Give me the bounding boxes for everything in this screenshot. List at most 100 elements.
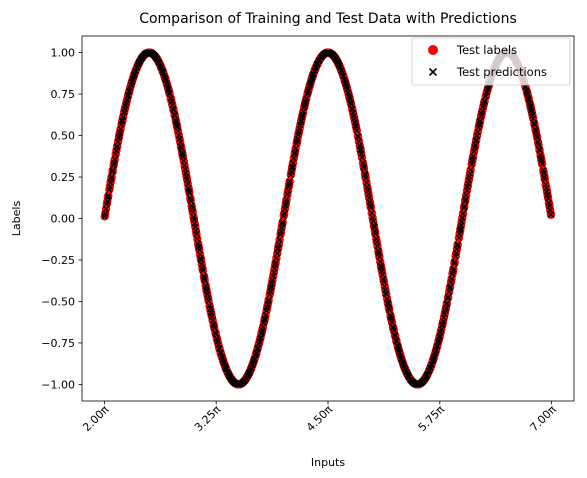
test-prediction-point (430, 354, 437, 362)
y-tick-label: −0.75 (41, 337, 75, 350)
test-prediction-point (118, 118, 126, 125)
x-tick-label: 4.50π (304, 403, 335, 434)
test-prediction-point (451, 260, 458, 267)
legend-entry-test-predictions: Test predictions (456, 65, 547, 79)
test-prediction-point (370, 221, 378, 229)
test-prediction-point (476, 118, 484, 126)
test-prediction-point (109, 168, 116, 176)
test-prediction-point (256, 335, 264, 343)
test-prediction-point (461, 202, 468, 210)
test-prediction-point (111, 156, 118, 163)
test-prediction-point (459, 210, 467, 217)
test-prediction-point (301, 99, 309, 107)
test-prediction-point (398, 355, 405, 362)
y-axis-label: Labels (10, 201, 23, 237)
test-prediction-point (105, 192, 112, 199)
test-prediction-point (306, 81, 314, 89)
test-prediction-point (246, 368, 253, 376)
legend-marker-test-predictions (428, 67, 438, 77)
test-prediction-point (101, 210, 109, 217)
test-prediction-point (113, 144, 121, 151)
test-prediction-point (461, 198, 469, 205)
test-prediction-point (220, 360, 228, 367)
test-prediction-point (279, 218, 286, 226)
y-tick-label: −0.50 (41, 295, 75, 308)
legend-entry-test-labels: Test labels (456, 43, 517, 57)
test-prediction-point (536, 146, 543, 153)
test-prediction-point (456, 227, 464, 235)
test-prediction-point (443, 301, 450, 308)
test-prediction-point (292, 145, 299, 152)
x-axis-label: Inputs (311, 456, 345, 469)
test-prediction-point (530, 119, 538, 127)
test-prediction-point (336, 62, 343, 70)
test-prediction-point (104, 194, 112, 201)
test-prediction-point (162, 75, 169, 83)
test-prediction-point (205, 297, 212, 304)
test-prediction-point (435, 338, 442, 346)
test-prediction-point (189, 208, 196, 216)
test-prediction-point (169, 105, 177, 112)
test-prediction-point (449, 268, 457, 275)
test-prediction-point (532, 125, 539, 133)
test-prediction-point (173, 121, 181, 129)
y-tick-label: 0.75 (51, 88, 76, 101)
legend-marker-test-labels (428, 45, 438, 55)
test-prediction-point (185, 187, 193, 195)
test-prediction-point (259, 323, 267, 331)
test-prediction-point (210, 322, 218, 329)
test-prediction-point (368, 209, 375, 217)
test-prediction-point (444, 293, 452, 301)
test-prediction-point (460, 204, 468, 212)
test-prediction-point (451, 258, 458, 265)
test-prediction-point (446, 283, 454, 290)
test-prediction-point (276, 236, 283, 244)
test-prediction-point (472, 137, 480, 145)
test-prediction-point (193, 230, 200, 237)
test-prediction-point (172, 116, 179, 124)
test-prediction-point (249, 360, 257, 367)
test-prediction-point (272, 261, 279, 268)
test-prediction-point (377, 262, 385, 269)
test-prediction-point (358, 154, 366, 161)
test-prediction-point (265, 298, 272, 305)
test-prediction-point (450, 265, 457, 273)
test-prediction-point (261, 316, 268, 324)
test-prediction-point (471, 144, 479, 151)
test-prediction-point (448, 275, 455, 283)
test-prediction-point (171, 111, 178, 118)
test-prediction-point (482, 92, 490, 99)
test-prediction-point (444, 294, 452, 302)
x-axis: 2.00π 3.25π 4.50π 5.75π 7.00π (80, 401, 559, 434)
test-prediction-point (347, 99, 354, 106)
test-prediction-point (429, 356, 437, 364)
test-prediction-point (303, 95, 310, 102)
x-tick-label: 3.25π (192, 403, 223, 434)
test-prediction-point (436, 333, 443, 341)
test-prediction-point (102, 205, 110, 213)
y-axis: 1.00 0.75 0.50 0.25 0.00 −0.25 −0.50 −0.75 −1.00 (41, 47, 82, 391)
x-tick-label: 5.75π (416, 403, 447, 434)
test-prediction-point (469, 153, 477, 160)
x-tick-label: 7.00π (528, 403, 559, 434)
test-prediction-point (541, 173, 548, 181)
legend: Test labels Test predictions (411, 37, 571, 86)
test-prediction-point (384, 299, 392, 306)
test-prediction-point (291, 150, 298, 158)
test-prediction-point (360, 165, 368, 172)
test-prediction-point (108, 173, 115, 181)
test-prediction-point (201, 274, 208, 282)
test-prediction-point (201, 277, 208, 284)
test-prediction-point (199, 266, 207, 274)
test-prediction-point (109, 166, 117, 174)
test-prediction-point (523, 89, 531, 96)
test-prediction-point (525, 94, 532, 102)
test-prediction-point (376, 253, 383, 260)
test-prediction-point (255, 340, 263, 348)
test-prediction-point (454, 241, 461, 248)
test-prediction-point (217, 348, 224, 356)
y-tick-label: 1.00 (51, 47, 76, 60)
test-prediction-point (186, 189, 193, 197)
test-prediction-point (297, 118, 305, 126)
test-prediction-point (254, 345, 261, 353)
